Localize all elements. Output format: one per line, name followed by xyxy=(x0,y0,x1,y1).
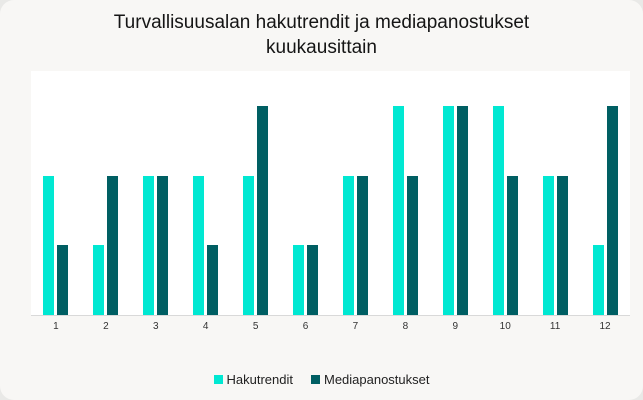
bar-mediapanostukset-6 xyxy=(307,245,319,315)
legend-label-hakutrendit: Hakutrendit xyxy=(226,372,293,387)
bar-hakutrendit-10 xyxy=(492,105,504,315)
bar-mediapanostukset-10 xyxy=(506,175,518,315)
legend-swatch-mediapanostukset xyxy=(310,375,320,384)
x-tick-label: 11 xyxy=(549,321,561,332)
x-tick-label: 8 xyxy=(402,321,409,332)
bar-hakutrendit-3 xyxy=(143,175,155,315)
x-tick-label: 1 xyxy=(53,321,59,332)
bar-hakutrendit-2 xyxy=(93,245,105,315)
bar-hakutrendit-11 xyxy=(542,175,554,315)
x-tick-label: 5 xyxy=(252,321,259,332)
x-tick-label: 2 xyxy=(103,321,109,332)
bar-hakutrendit-4 xyxy=(193,175,205,315)
bar-mediapanostukset-7 xyxy=(356,175,368,315)
bar-mediapanostukset-3 xyxy=(157,175,169,315)
x-tick-label: 10 xyxy=(499,321,511,332)
x-axis-labels: 1 2 3 4 5 6 7 8 9 10 11 12 xyxy=(31,321,630,337)
x-tick-label: 7 xyxy=(352,321,359,332)
bar-hakutrendit-7 xyxy=(342,175,354,315)
x-tick-label: 3 xyxy=(153,321,159,332)
bar-hakutrendit-12 xyxy=(592,245,604,315)
x-tick-label: 9 xyxy=(452,321,459,332)
bar-mediapanostukset-11 xyxy=(556,175,568,315)
legend-label-mediapanostukset: Mediapanostukset xyxy=(323,372,430,387)
bar-mediapanostukset-5 xyxy=(257,105,269,315)
bar-mediapanostukset-1 xyxy=(57,245,69,315)
chart-title-line-1: Turvallisuusalan hakutrendit ja mediapan… xyxy=(113,12,530,33)
plot-area xyxy=(31,71,630,315)
legend-item-hakutrendit[interactable]: Hakutrendit xyxy=(213,372,293,387)
bar-mediapanostukset-9 xyxy=(456,105,468,315)
bar-hakutrendit-1 xyxy=(43,175,55,315)
x-tick-label: 4 xyxy=(202,321,209,332)
bar-hakutrendit-5 xyxy=(243,175,255,315)
bar-mediapanostukset-4 xyxy=(207,245,219,315)
chart-title: Turvallisuusalan hakutrendit ja mediapan… xyxy=(0,10,643,60)
x-tick-label: 6 xyxy=(302,321,309,332)
x-axis-line xyxy=(31,315,630,316)
bar-hakutrendit-8 xyxy=(392,105,404,315)
bar-mediapanostukset-12 xyxy=(606,105,618,315)
x-tick-label: 12 xyxy=(599,321,611,332)
bar-hakutrendit-6 xyxy=(293,245,305,315)
bar-mediapanostukset-8 xyxy=(406,175,418,315)
legend: Hakutrendit Mediapanostukset xyxy=(0,372,643,387)
legend-item-mediapanostukset[interactable]: Mediapanostukset xyxy=(310,372,430,387)
bar-mediapanostukset-2 xyxy=(107,175,119,315)
legend-swatch-hakutrendit xyxy=(213,375,223,384)
chart-title-line-2: kuukausittain xyxy=(266,37,377,58)
bar-hakutrendit-9 xyxy=(442,105,454,315)
